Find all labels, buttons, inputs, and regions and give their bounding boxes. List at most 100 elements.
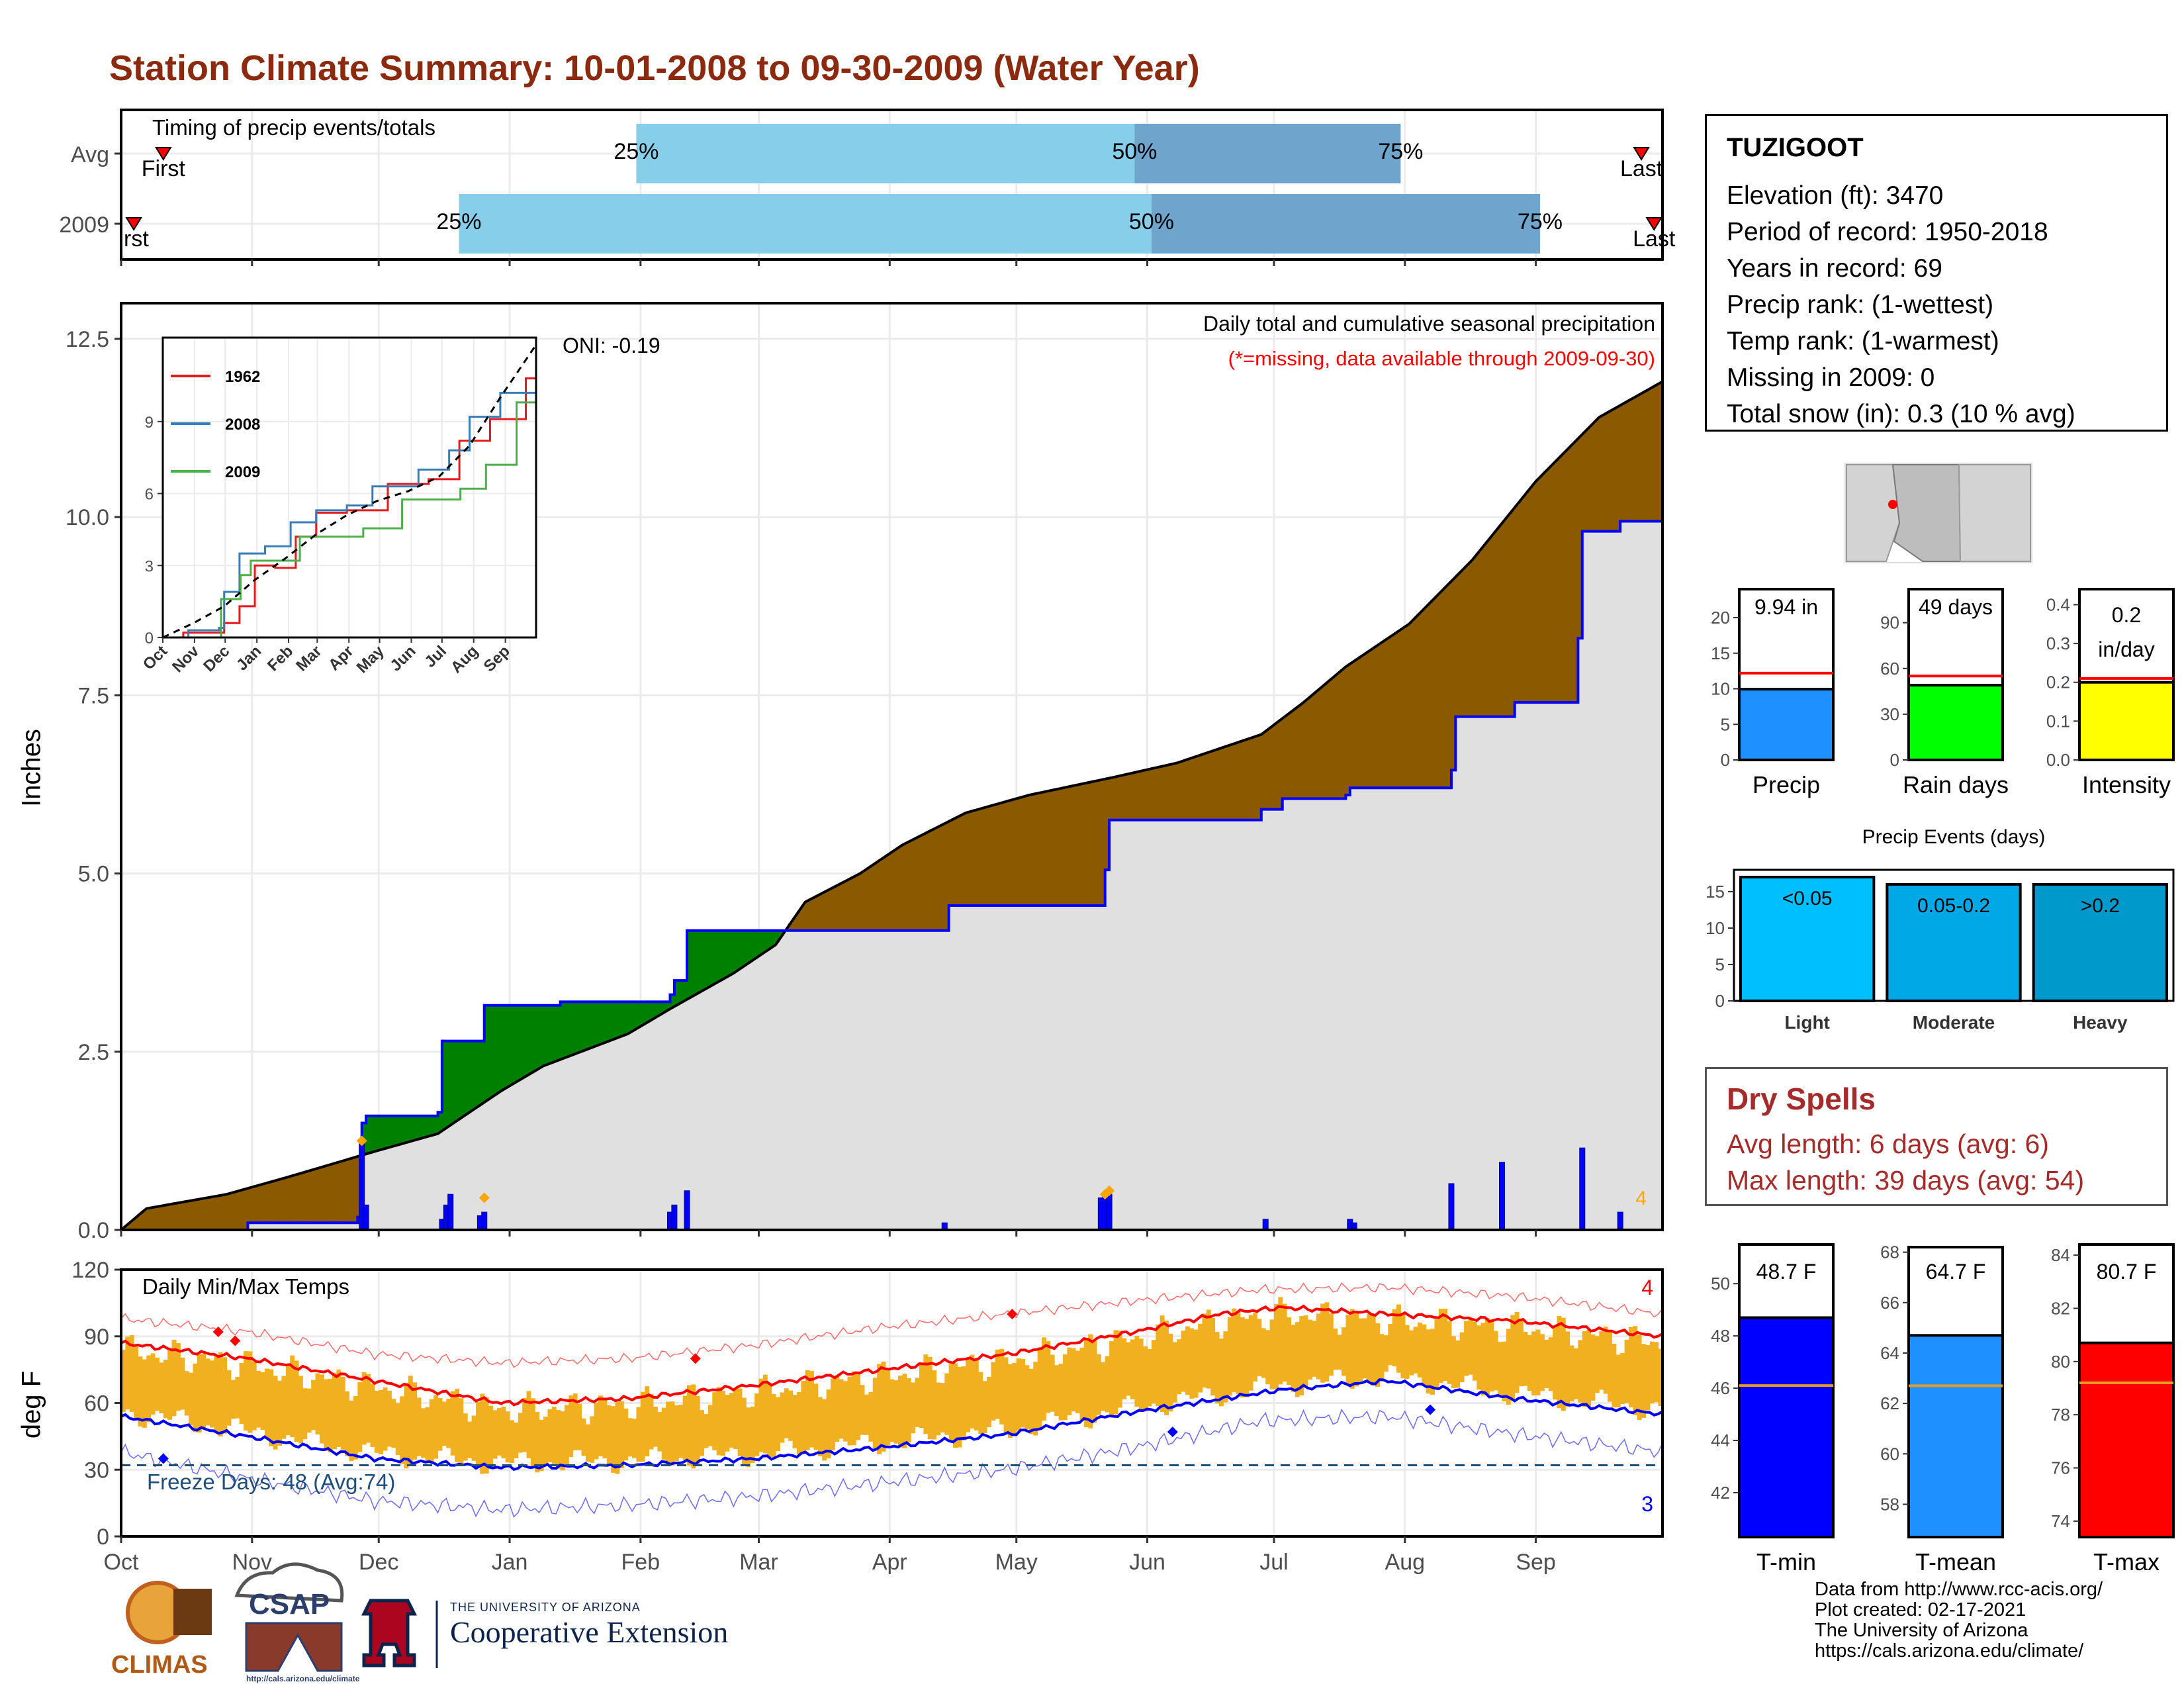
- inset-series-line: [163, 373, 537, 639]
- timing-last-label: Last: [1633, 226, 1676, 252]
- temp-daily-bar: [1574, 1348, 1578, 1399]
- summary-intensity-value: 0.2: [2112, 603, 2141, 627]
- precip-surplus-area: [526, 1005, 531, 1075]
- temp-daily-bar: [218, 1352, 223, 1437]
- precip-surplus-area: [492, 1005, 498, 1096]
- precip-cumulative-fill: [792, 930, 797, 1230]
- precip-cumulative-fill: [1404, 788, 1410, 1230]
- precip-deficit-area: [349, 1158, 354, 1223]
- precip-surplus-area: [421, 1115, 426, 1138]
- temp-summary-tmax-ytick-label: 74: [2051, 1511, 2070, 1531]
- precip-cumulative-fill: [1582, 531, 1587, 1230]
- temp-xtick-label: Apr: [872, 1550, 907, 1575]
- temp-daily-bar: [657, 1412, 662, 1452]
- precip-cumulative-fill: [1219, 820, 1224, 1230]
- precip-cumulative-fill: [535, 1069, 540, 1230]
- precip-deficit-area: [1489, 536, 1494, 717]
- temp-daily-bar: [543, 1417, 548, 1466]
- temp-daily-bar: [1193, 1329, 1199, 1398]
- precip-cumulative-fill: [661, 1012, 666, 1230]
- precip-deficit-area: [315, 1168, 320, 1223]
- temp-daily-bar: [193, 1363, 198, 1432]
- precip-deficit-area: [1527, 489, 1532, 703]
- precip-deficit-area: [906, 841, 911, 931]
- temp-normal-min-line: [120, 1378, 1664, 1472]
- temp-daily-bar: [1337, 1335, 1342, 1370]
- precip-surplus-area: [416, 1115, 422, 1139]
- csap-logo-text: CSAP: [249, 1588, 330, 1620]
- precip-deficit-area: [1172, 763, 1177, 820]
- temp-daily-bar: [948, 1364, 954, 1442]
- temp-daily-bar: [564, 1405, 569, 1466]
- precip-cumulative-fill: [1392, 788, 1397, 1230]
- precip-deficit-area: [1151, 768, 1156, 820]
- temp-xtick-label: Jun: [1129, 1550, 1165, 1575]
- temp-daily-bar: [1620, 1352, 1625, 1405]
- precip-cumulative-fill: [623, 1035, 629, 1230]
- temp-daily-bar: [877, 1364, 882, 1454]
- temp-summary-tmean-ytick-label: 62: [1880, 1393, 1899, 1413]
- precip-daily-bar: [1106, 1194, 1113, 1231]
- temp-daily-bar: [142, 1359, 147, 1428]
- precip-cumulative-fill: [1426, 788, 1431, 1230]
- station-info-box: TUZIGOOT Elevation (ft): 3470 Period of …: [1705, 114, 2168, 432]
- temp-xtick-label: Jul: [1259, 1550, 1288, 1575]
- temp-daily-bar: [1156, 1324, 1161, 1407]
- precip-deficit-area: [1236, 742, 1241, 820]
- precip-title: Daily total and cumulative seasonal prec…: [1203, 312, 1655, 336]
- precip-cumulative-fill: [754, 957, 760, 1230]
- precip-cumulative-fill: [1269, 809, 1275, 1230]
- precip-deficit-area: [1337, 672, 1342, 799]
- temp-daily-bar: [932, 1370, 936, 1440]
- precip-surplus-area: [594, 1002, 599, 1047]
- precip-cumulative-fill: [666, 1010, 671, 1230]
- temp-daily-bar: [1443, 1309, 1448, 1381]
- precip-surplus-area: [598, 1002, 603, 1045]
- precip-surplus-area: [707, 930, 713, 987]
- precip-cumulative-fill: [877, 930, 882, 1230]
- precip-deficit-area: [1193, 756, 1199, 820]
- precip-surplus-area: [510, 1005, 514, 1085]
- precip-deficit-area: [256, 1185, 261, 1223]
- temp-daily-bar: [514, 1422, 519, 1459]
- temp-daily-bar: [374, 1390, 379, 1453]
- precip-surplus-area: [480, 1041, 485, 1104]
- precip-cumulative-fill: [615, 1037, 620, 1230]
- precip-cumulative-fill: [1308, 798, 1312, 1230]
- precip-cumulative-fill: [1645, 521, 1651, 1230]
- precip-cumulative-fill: [881, 930, 886, 1230]
- temp-daily-bar: [357, 1382, 363, 1452]
- precip-cumulative-fill: [1354, 788, 1359, 1230]
- precip-surplus-area: [450, 1041, 455, 1124]
- precip-cumulative-fill: [1151, 820, 1156, 1230]
- temp-xtick-label: Feb: [621, 1550, 660, 1575]
- temp-daily-bar: [822, 1399, 827, 1461]
- temp-daily-bar: [632, 1419, 637, 1458]
- summary-rain-days-ytick-label: 60: [1880, 659, 1899, 679]
- temp-summary-tmax-name: T-max: [2093, 1548, 2160, 1575]
- timing-row-label: 2009: [59, 212, 109, 238]
- precip-deficit-area: [1409, 622, 1414, 788]
- precip-cumulative-fill: [611, 1039, 616, 1230]
- precip-missing-count: 4: [1635, 1188, 1647, 1209]
- temp-daily-bar: [1531, 1331, 1537, 1396]
- precip-deficit-area: [792, 917, 797, 931]
- precip-deficit-area: [1295, 707, 1300, 799]
- temp-daily-bar: [319, 1374, 324, 1444]
- precip-surplus-area: [400, 1115, 405, 1144]
- precip-deficit-area: [1181, 761, 1186, 820]
- precip-deficit-area: [1134, 772, 1140, 820]
- precip-surplus-area: [636, 1002, 641, 1028]
- temp-daily-bar: [1083, 1338, 1089, 1428]
- precip-cumulative-fill: [530, 1072, 535, 1230]
- temp-daily-bar: [184, 1371, 189, 1416]
- precip-cumulative-fill: [1109, 820, 1114, 1230]
- temp-daily-bar: [201, 1353, 206, 1429]
- temp-daily-bar: [919, 1364, 924, 1429]
- credit-data-source: Data from http://www.rcc-acis.org/: [1815, 1579, 2103, 1600]
- timing-pct-label: 25%: [614, 139, 659, 164]
- precip-cumulative-fill: [953, 906, 958, 1230]
- precip-cumulative-fill: [480, 1103, 485, 1230]
- events-category-label: Light: [1784, 1012, 1829, 1033]
- precip-deficit-area: [290, 1176, 295, 1223]
